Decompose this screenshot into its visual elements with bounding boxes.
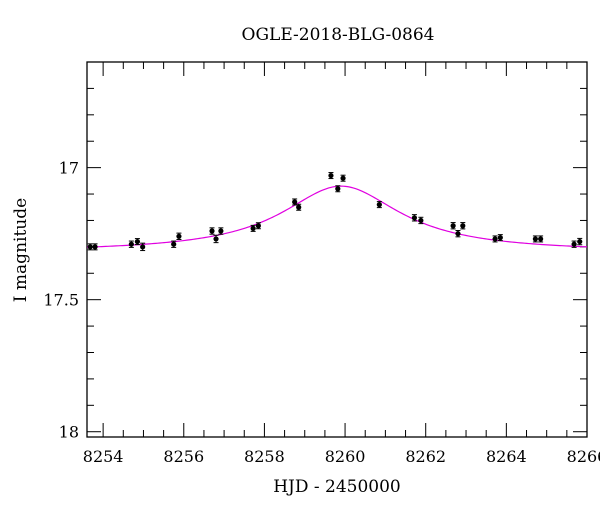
x-tick-label: 8262 [405, 447, 446, 466]
y-tick-label: 17 [59, 159, 79, 178]
data-point [460, 223, 466, 229]
axis-ticks [87, 61, 588, 437]
data-point [218, 228, 224, 234]
data-point [497, 235, 503, 241]
data-point [492, 236, 498, 242]
data-point [209, 228, 215, 234]
data-point [450, 223, 456, 229]
data-point [250, 225, 256, 231]
data-point [171, 241, 177, 247]
data-point [255, 223, 261, 229]
x-tick-label: 8256 [163, 447, 204, 466]
y-tick-labels: 17 17.5 18 [43, 159, 79, 442]
y-axis-title: I magnitude [11, 198, 31, 302]
x-tick-label: 8258 [244, 447, 285, 466]
x-tick-label: 8266 [567, 447, 600, 466]
x-tick-label: 8264 [486, 447, 527, 466]
data-point [577, 238, 583, 245]
chart-title: OGLE-2018-BLG-0864 [242, 25, 435, 45]
plot-frame [86, 61, 588, 438]
data-point [532, 236, 538, 242]
data-points [87, 172, 583, 252]
data-point [538, 236, 544, 242]
data-point [340, 175, 346, 181]
data-point [296, 204, 302, 210]
data-point [418, 217, 424, 224]
data-point [128, 241, 134, 247]
data-point [292, 199, 298, 205]
data-point [411, 215, 418, 221]
data-point [213, 236, 219, 242]
data-point [134, 238, 141, 245]
y-tick-label: 17.5 [43, 291, 79, 310]
data-point [328, 172, 334, 179]
data-point [92, 244, 98, 250]
data-point [87, 244, 93, 250]
x-tick-label: 8260 [325, 447, 366, 466]
x-tick-labels: 8254 8256 8258 8260 8262 8264 8266 [83, 447, 600, 466]
x-axis-title: HJD - 2450000 [273, 477, 401, 497]
data-point [376, 202, 382, 208]
model-curve [86, 185, 588, 248]
data-point [176, 233, 182, 239]
x-tick-label: 8254 [83, 447, 124, 466]
data-point [571, 241, 577, 247]
y-tick-label: 18 [59, 423, 79, 442]
data-point [455, 231, 461, 237]
data-point [335, 186, 341, 192]
data-point [140, 244, 146, 250]
